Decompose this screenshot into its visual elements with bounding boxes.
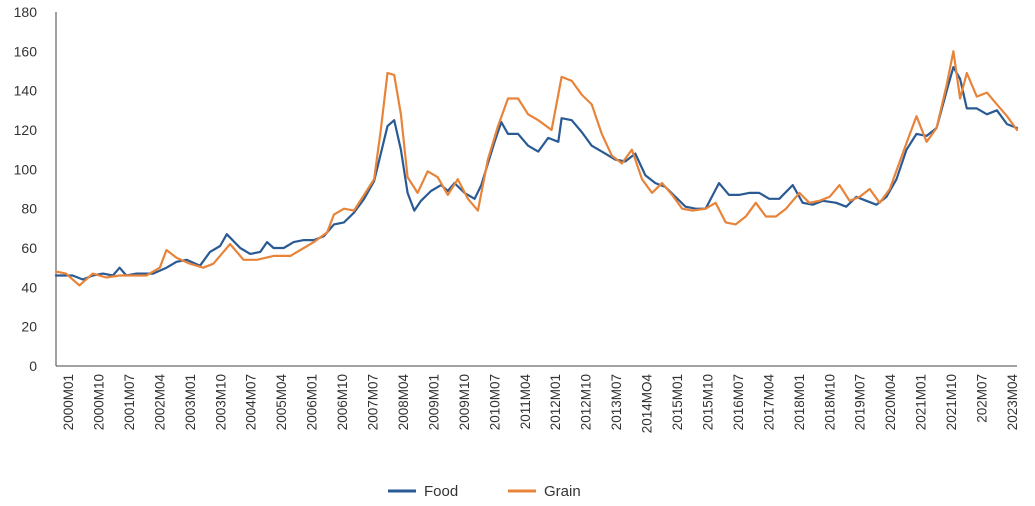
x-tick-label: 2013M07 xyxy=(609,374,624,430)
x-tick-label: 2005M04 xyxy=(274,374,289,431)
y-tick-label: 20 xyxy=(21,319,37,335)
x-tick-label: 2018M01 xyxy=(792,374,807,430)
x-tick-label: 2011M04 xyxy=(518,374,533,430)
x-tick-label: 2000M01 xyxy=(61,374,76,430)
x-tick-label: 2006M01 xyxy=(305,374,320,430)
x-tick-label: 2009M01 xyxy=(426,374,441,430)
y-tick-label: 180 xyxy=(14,4,38,20)
y-tick-label: 100 xyxy=(14,161,38,177)
legend: Food Grain xyxy=(388,483,581,500)
y-tick-label: 40 xyxy=(21,279,37,295)
x-tick-label: 202M07 xyxy=(975,374,990,423)
x-tick-label: 2016M07 xyxy=(731,374,746,430)
series-layer xyxy=(54,50,1019,287)
x-tick-label: 2009M10 xyxy=(457,374,472,430)
x-tick-label: 2012M01 xyxy=(548,374,563,430)
legend-label-food: Food xyxy=(424,483,458,500)
x-tick-label: 2001M07 xyxy=(122,374,137,430)
x-tick-label: 2004M07 xyxy=(244,374,259,430)
y-tick-label: 160 xyxy=(14,43,38,59)
x-tick-label: 2010M07 xyxy=(487,374,502,430)
x-tick-label: 2006M10 xyxy=(335,374,350,430)
y-tick-label: 0 xyxy=(29,358,37,374)
x-tick-label: 2017M04 xyxy=(761,374,776,431)
x-tick-label: 2007M07 xyxy=(366,374,381,430)
x-tick-label: 2015M10 xyxy=(701,374,716,430)
x-tick-label: 2003M10 xyxy=(213,374,228,430)
y-axis: 0 20 40 60 80 100 120 140 160 180 xyxy=(14,4,57,374)
y-tick-label: 80 xyxy=(21,201,37,217)
series-line-grain xyxy=(54,50,1019,287)
legend-label-grain: Grain xyxy=(544,483,581,500)
y-tick-label: 140 xyxy=(14,83,38,99)
x-tick-label: 2023M04 xyxy=(1005,374,1020,431)
x-tick-label: 2018M10 xyxy=(822,374,837,430)
x-tick-label: 2002M04 xyxy=(152,374,167,431)
x-tick-label: 2015M01 xyxy=(670,374,685,430)
x-axis: 2000M01 2000M10 2001M07 2002M04 2003M01 2003M… xyxy=(56,365,1020,434)
x-tick-label: 2014MO4 xyxy=(640,374,655,434)
y-tick-label: 60 xyxy=(21,240,37,256)
x-tick-label: 2012M10 xyxy=(579,374,594,430)
x-tick-label: 2003M01 xyxy=(183,374,198,430)
x-tick-label: 2021M10 xyxy=(944,374,959,430)
x-tick-label: 2000M10 xyxy=(92,374,107,430)
x-tick-label: 2019M07 xyxy=(853,374,868,430)
series-line-food xyxy=(54,66,1019,281)
x-tick-label: 2021M01 xyxy=(914,374,929,430)
y-tick-label: 120 xyxy=(14,122,38,138)
x-tick-label: 2008M04 xyxy=(396,374,411,431)
x-tick-label: 2020M04 xyxy=(883,374,898,431)
